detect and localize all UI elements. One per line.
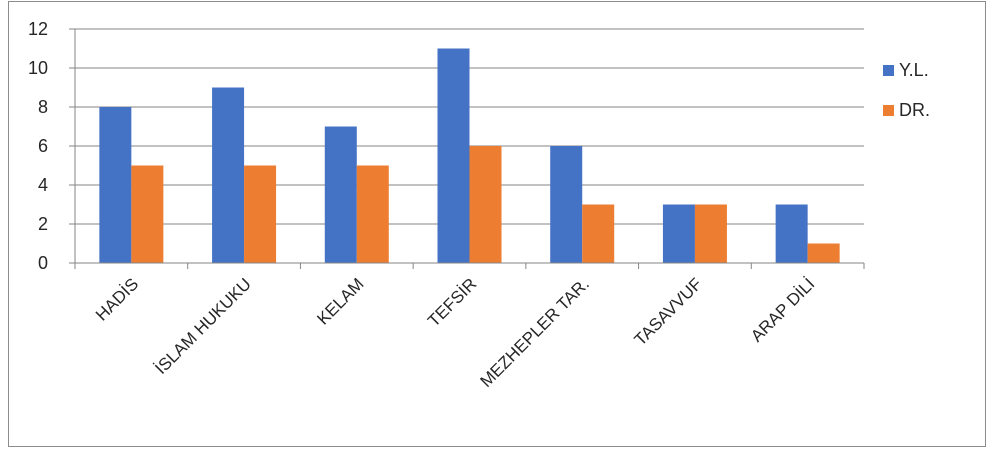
- bar-dr: [582, 204, 615, 263]
- legend-swatch-dr: [883, 105, 894, 116]
- bar-dr: [356, 165, 389, 263]
- y-tick-label: 2: [38, 214, 48, 234]
- bar-yl: [550, 146, 583, 263]
- y-tick-label: 8: [38, 97, 48, 117]
- legend-label-dr: DR.: [899, 100, 930, 120]
- axes: [69, 28, 865, 269]
- bar-yl: [437, 48, 470, 263]
- y-tick-label: 0: [38, 253, 48, 273]
- x-category-label: TASAVVUF: [631, 274, 706, 349]
- bar-dr: [244, 165, 277, 263]
- legend-swatch-yl: [883, 65, 894, 76]
- y-tick-label: 6: [38, 136, 48, 156]
- y-tick-label: 10: [28, 58, 48, 78]
- bar-yl: [324, 126, 357, 263]
- x-category-label: ARAP DİLİ: [747, 274, 818, 345]
- y-tick-label: 12: [28, 19, 48, 39]
- x-category-label: KELAM: [313, 274, 367, 328]
- x-category-label: İSLAM HUKUKU: [151, 274, 255, 378]
- bar-yl: [775, 204, 808, 263]
- bar-dr: [807, 243, 840, 263]
- y-tick-label: 4: [38, 175, 48, 195]
- bar-dr: [131, 165, 164, 263]
- bar-dr: [694, 204, 727, 263]
- bar-yl: [212, 87, 245, 263]
- bar-dr: [469, 146, 502, 263]
- legend-label-yl: Y.L.: [899, 60, 929, 80]
- bar-yl: [662, 204, 695, 263]
- bar-yl: [99, 107, 132, 263]
- y-axis-ticks: 0 2 4 6 8 10 12: [28, 19, 48, 273]
- x-category-label: HADİS: [92, 274, 142, 324]
- x-category-label: MEZHEPLER TAR.: [477, 274, 594, 391]
- bars: [99, 48, 840, 263]
- legend: Y.L. DR.: [883, 60, 930, 120]
- x-category-label: TEFSİR: [424, 274, 480, 330]
